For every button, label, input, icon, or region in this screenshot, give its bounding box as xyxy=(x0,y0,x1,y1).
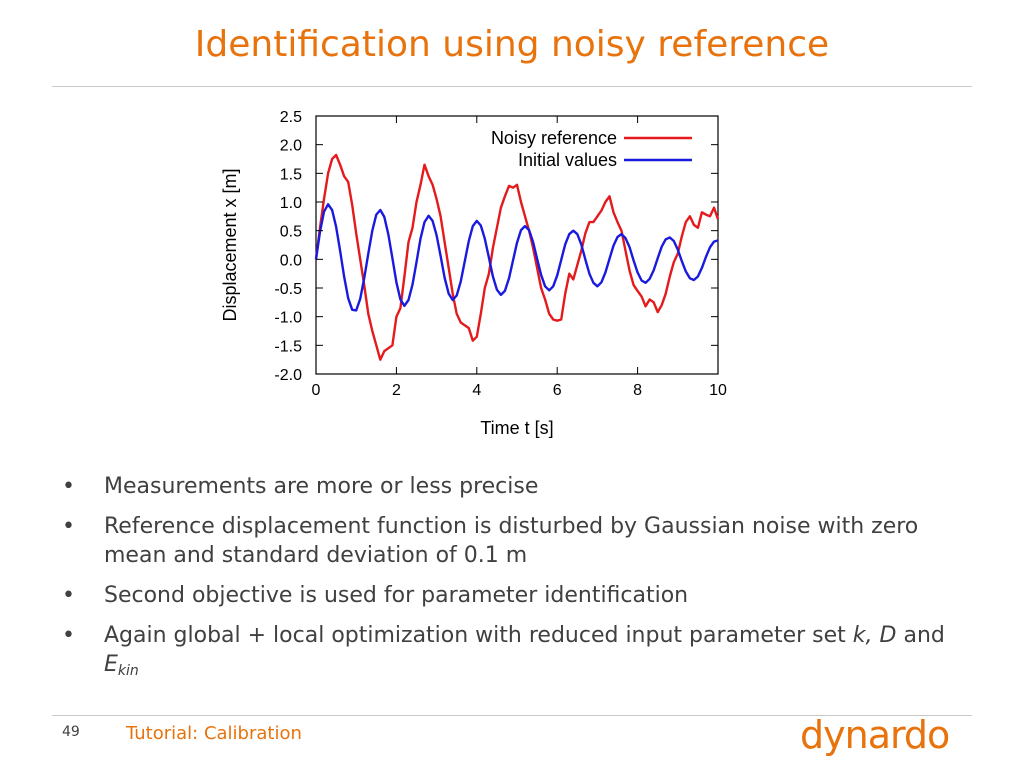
x-tick-label: 8 xyxy=(633,382,642,399)
y-tick-label: 0.0 xyxy=(280,252,302,269)
y-tick-label: -0.5 xyxy=(274,281,302,298)
y-tick-label: 2.5 xyxy=(280,109,302,126)
page-number: 49 xyxy=(62,724,80,740)
bullet-text: Measurements are more or less precise xyxy=(104,474,539,499)
param-k: k, xyxy=(852,623,873,648)
param-e-subscript: kin xyxy=(117,663,139,679)
y-tick-label: 0.5 xyxy=(280,224,302,241)
footer-title: Tutorial: Calibration xyxy=(126,723,302,744)
plot-area-border xyxy=(315,115,719,375)
legend-label: Initial values xyxy=(518,150,617,170)
series-line-noisy-reference xyxy=(314,153,720,361)
x-tick-label: 10 xyxy=(709,382,727,399)
footer-divider xyxy=(52,715,972,716)
bullet-glyph: • xyxy=(62,583,75,608)
bullet-text: Reference displacement function is distu… xyxy=(104,514,919,568)
y-tick-label: 1.5 xyxy=(280,166,302,183)
y-tick-label: -1.0 xyxy=(274,310,302,327)
y-tick-label: 1.0 xyxy=(280,195,302,212)
bullet-item: • Reference displacement function is dist… xyxy=(62,512,962,570)
slide-title: Identification using noisy reference xyxy=(194,24,830,65)
y-tick-label: 2.0 xyxy=(280,138,302,155)
bullet-list: • Measurements are more or less precise •… xyxy=(62,472,962,697)
param-e: E xyxy=(104,652,118,677)
bullet-item: • Second objective is used for parameter … xyxy=(62,581,962,610)
bullet-text: Second objective is used for parameter i… xyxy=(104,583,689,608)
bullet-glyph: • xyxy=(62,514,75,539)
x-tick-label: 0 xyxy=(312,382,321,399)
x-tick-label: 4 xyxy=(472,382,481,399)
legend-label: Noisy reference xyxy=(491,128,617,148)
x-axis-label: Time t [s] xyxy=(480,418,553,438)
y-axis-label: Displacement x [m] xyxy=(220,168,240,321)
y-tick-label: -2.0 xyxy=(274,367,302,384)
x-tick-label: 6 xyxy=(553,382,562,399)
y-tick-label: -1.5 xyxy=(274,338,302,355)
bullet-item: • Again global + local optimization with … xyxy=(62,621,962,686)
title-divider xyxy=(52,86,972,87)
series-line-initial-values xyxy=(314,203,719,312)
bullet-glyph: • xyxy=(62,474,75,499)
bullet-item: • Measurements are more or less precise xyxy=(62,472,962,501)
bullet-glyph: • xyxy=(62,623,75,648)
displacement-chart: 0 2 4 6 8 10 -2.0 -1.5 -1.0 -0.5 0.0 0.5 1.0 1.5 2.0 2.… xyxy=(220,109,727,438)
x-tick-label: 2 xyxy=(392,382,401,399)
bullet-text-prefix: Again global + local optimization with r… xyxy=(104,623,853,648)
logo-text: dynardo xyxy=(800,716,949,757)
param-d: D xyxy=(879,623,897,648)
bullet-text-and: and xyxy=(896,623,945,648)
dynardo-logo: dynardo xyxy=(800,716,950,757)
